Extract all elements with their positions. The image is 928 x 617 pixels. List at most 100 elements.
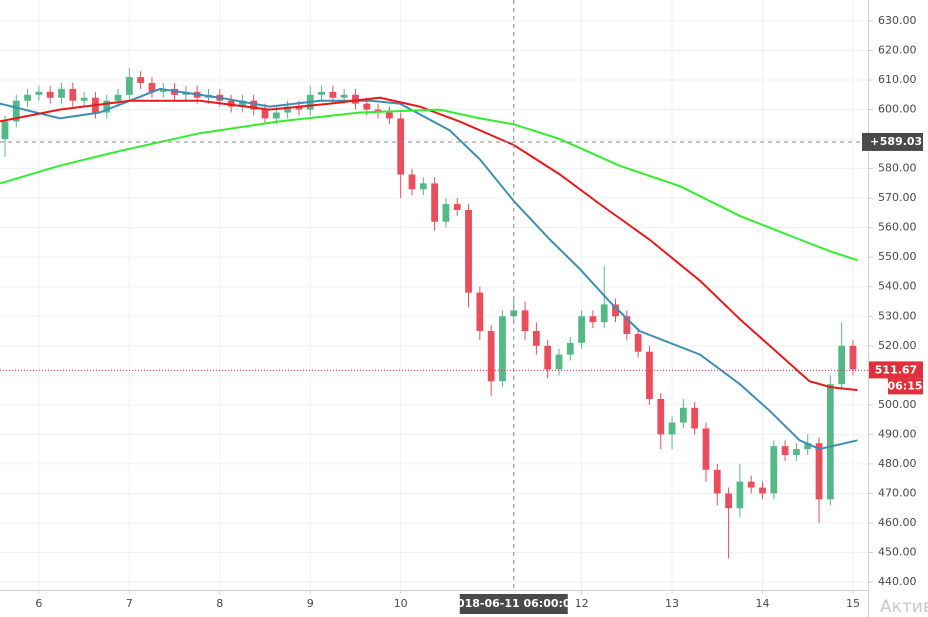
y-tick-label: 600.00 [878, 103, 917, 116]
y-tick-label: 450.00 [878, 545, 917, 558]
candle-body [521, 310, 529, 332]
x-tick-label: 8 [216, 597, 223, 610]
candle-body [284, 106, 292, 113]
crosshair-x-box [459, 594, 568, 614]
x-tick-label: 10 [394, 597, 408, 610]
crosshair-plus: + [870, 135, 879, 148]
candle-body [148, 82, 156, 92]
x-tick-label: 13 [665, 597, 679, 610]
crosshair-y-box [862, 132, 923, 151]
candle-body [623, 316, 631, 334]
candle-body [849, 345, 857, 370]
candle-body [340, 94, 348, 98]
candle-body [476, 292, 484, 332]
candle-body [125, 77, 133, 95]
x-tick-label: 7 [126, 597, 133, 610]
candle-body [736, 481, 744, 509]
candle-body [747, 481, 755, 488]
candle-body [35, 91, 43, 95]
candle-body [826, 384, 834, 500]
candle-body [679, 407, 687, 423]
candle-body [487, 331, 495, 382]
x-tick-label: 12 [575, 597, 589, 610]
y-tick-label: 540.00 [878, 280, 917, 293]
candle-body [397, 118, 405, 175]
y-tick-label: 480.00 [878, 457, 917, 470]
candle-body [657, 398, 665, 435]
candle-body [250, 100, 258, 110]
candle-body [24, 94, 31, 101]
countdown-label: 06:15 [887, 379, 922, 392]
candle-body [702, 428, 710, 470]
candle-body [725, 493, 732, 509]
x-tick-label: 15 [846, 597, 860, 610]
candle-body [114, 94, 122, 101]
candle-body [453, 204, 461, 210]
y-tick-label: 630.00 [878, 14, 917, 27]
last-price-box [869, 361, 923, 379]
candle-body [578, 316, 585, 343]
y-tick-label: 490.00 [878, 427, 917, 440]
overlay-text: Актив [880, 597, 928, 617]
candle-body [634, 333, 642, 352]
candle-body [646, 351, 653, 399]
countdown-box [888, 378, 923, 395]
candle-body [442, 204, 450, 222]
candle-body [272, 112, 280, 119]
candle-body [1, 121, 9, 140]
candle-body [46, 91, 54, 98]
moving-average-line [0, 87, 858, 451]
candle-body [419, 183, 427, 190]
candle-body [759, 487, 766, 494]
y-tick-label: 520.00 [878, 339, 917, 352]
candle-body [261, 109, 269, 119]
candle-body [589, 316, 597, 323]
candle-body [227, 100, 235, 107]
candle-body [555, 354, 563, 370]
candle-body [12, 100, 20, 122]
y-tick-label: 530.00 [878, 309, 917, 322]
candle-body [465, 209, 472, 293]
candle-body [69, 88, 77, 101]
y-tick-label: 550.00 [878, 250, 917, 263]
candle-body [815, 443, 823, 500]
candle-body [239, 100, 246, 107]
candle-body [600, 304, 608, 323]
candle-body [781, 446, 789, 456]
candle-body [352, 94, 359, 104]
crosshair-y-label: 589.03 [880, 135, 922, 148]
x-tick-label: 6 [35, 597, 42, 610]
candle-body [770, 446, 778, 494]
candle-body [612, 304, 619, 317]
candle-body [804, 443, 812, 450]
y-tick-label: 470.00 [878, 486, 917, 499]
y-tick-label: 500.00 [878, 398, 917, 411]
candle-body [295, 106, 303, 110]
candle-body [103, 100, 111, 113]
candle-body [408, 174, 416, 190]
crosshair-x-label: 2018-06-11 06:00:00 [449, 597, 578, 610]
y-tick-label: 560.00 [878, 221, 917, 234]
candle-body [544, 345, 552, 370]
candle-body [691, 407, 699, 429]
candle-body [318, 91, 325, 95]
y-tick-label: 460.00 [878, 516, 917, 529]
candle-body [499, 316, 506, 382]
y-tick-label: 610.00 [878, 73, 917, 86]
candle-body [713, 469, 721, 494]
y-tick-label: 620.00 [878, 43, 917, 56]
candle-body [137, 77, 145, 83]
candle-body [431, 183, 439, 222]
candle-body [80, 97, 88, 101]
candle-body [386, 112, 393, 119]
y-tick-label: 580.00 [878, 162, 917, 175]
candle-body [566, 342, 574, 355]
candle-body [329, 91, 337, 98]
x-tick-label: 14 [756, 597, 770, 610]
candle-body [838, 345, 846, 385]
candle-body [668, 422, 676, 435]
y-tick-label: 570.00 [878, 191, 917, 204]
candle-body [363, 103, 371, 110]
